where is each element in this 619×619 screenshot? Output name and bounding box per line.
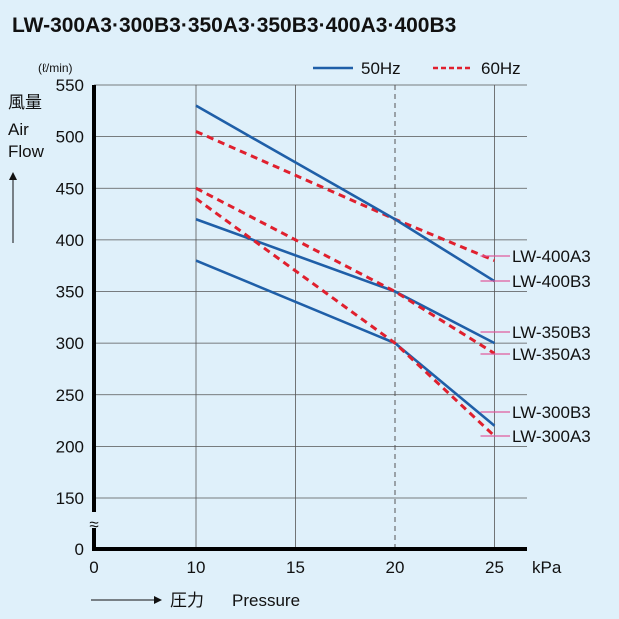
chart-title: LW-300A3·300B3·350A3·350B3·400A3·400B3 (12, 14, 456, 37)
series-line-lw-300a3 (195, 197, 496, 438)
xlabel-en: Pressure (232, 591, 300, 610)
x-tick-label: 15 (286, 558, 305, 577)
series-line-lw-400a3 (195, 130, 496, 262)
axis-break-mask (84, 512, 104, 528)
series-label: LW-300A3 (512, 427, 591, 446)
x-arrow-icon (154, 596, 162, 604)
x-unit: kPa (532, 558, 562, 577)
y-tick-label: 550 (56, 76, 84, 95)
ylabel-en-2: Flow (8, 142, 45, 161)
y-tick-label: 0 (75, 540, 84, 559)
axis-break-icon: ≈ (89, 515, 98, 534)
series-label: LW-350B3 (512, 323, 591, 342)
y-tick-label: 350 (56, 283, 84, 302)
y-tick-label: 500 (56, 128, 84, 147)
y-arrow-icon (9, 172, 17, 180)
series-line-lw-350a3 (195, 186, 496, 355)
ylabel-jp: 風量 (8, 93, 42, 112)
series-line-lw-400b3 (195, 104, 496, 283)
legend-label: 50Hz (361, 59, 401, 78)
x-tick-label: 20 (386, 558, 405, 577)
y-tick-label: 200 (56, 437, 84, 456)
series-line-lw-350b3 (195, 218, 496, 345)
ylabel-en-1: Air (8, 120, 29, 139)
y-tick-label: 250 (56, 386, 84, 405)
y-tick-label: 300 (56, 334, 84, 353)
series-label: LW-400A3 (512, 247, 591, 266)
y-tick-label: 450 (56, 179, 84, 198)
series-label: LW-300B3 (512, 403, 591, 422)
x-tick-label: 0 (89, 558, 98, 577)
y-tick-label: 150 (56, 489, 84, 508)
y-tick-label: 400 (56, 231, 84, 250)
x-tick-label: 25 (485, 558, 504, 577)
x-tick-label: 10 (187, 558, 206, 577)
unit-label: (ℓ/min) (38, 61, 73, 75)
legend-label: 60Hz (481, 59, 521, 78)
xlabel-jp: 圧力 (170, 591, 204, 610)
series-label: LW-350A3 (512, 345, 591, 364)
series-label: LW-400B3 (512, 272, 591, 291)
